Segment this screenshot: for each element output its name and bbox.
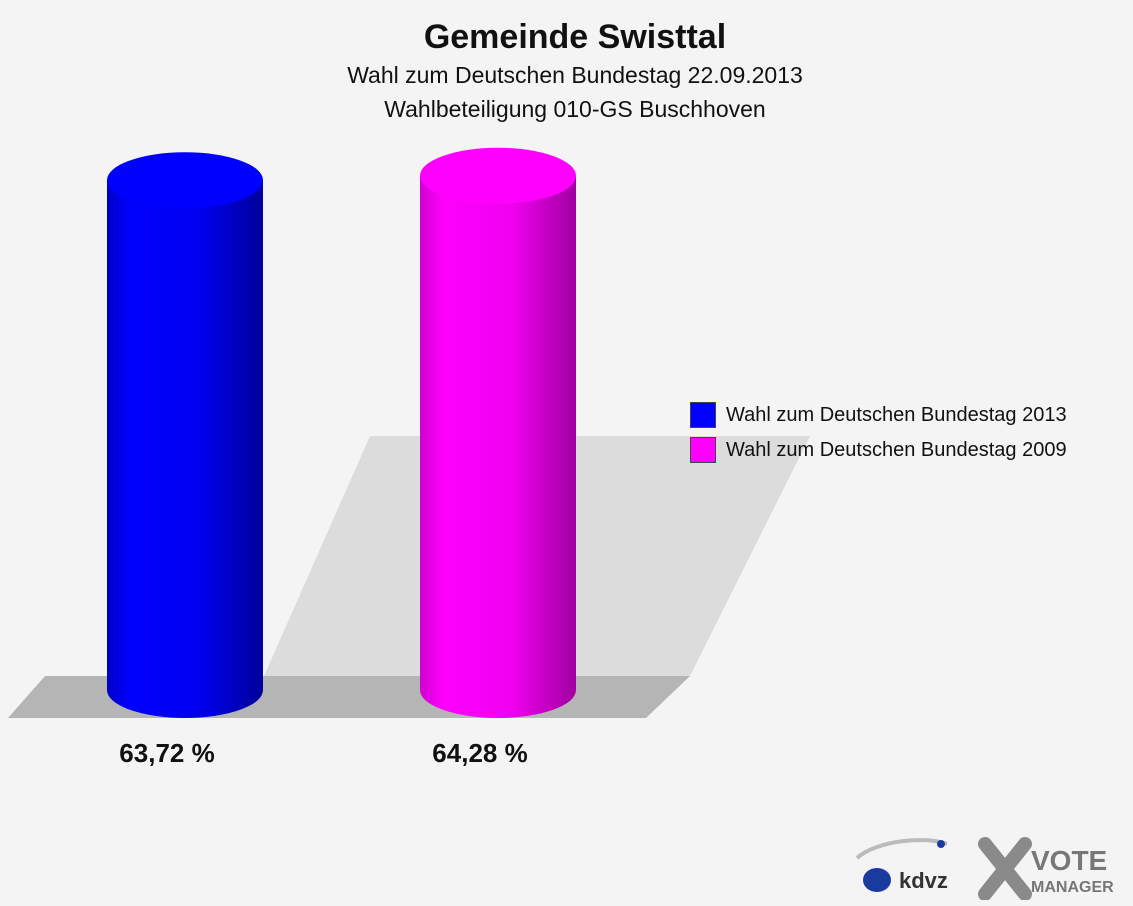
logo-manager-text: MANAGER	[1031, 879, 1114, 896]
bar-0	[107, 180, 263, 719]
chart-subtitle-election: Wahl zum Deutschen Bundestag 22.09.2013	[347, 62, 803, 88]
legend-item-2013: Wahl zum Deutschen Bundestag 2013	[690, 402, 1067, 428]
legend-label-2009: Wahl zum Deutschen Bundestag 2009	[726, 438, 1067, 461]
data-label-0: 63,72 %	[119, 738, 215, 768]
kdvz-vote-manager-logo: kdvz VOTE MANAGER	[855, 837, 1114, 900]
bar-top-0	[107, 152, 263, 209]
logo-kdvz-text: kdvz	[899, 868, 948, 893]
data-label-1: 64,28 %	[432, 738, 528, 768]
legend-swatch-2009	[690, 437, 716, 463]
legend-item-2009: Wahl zum Deutschen Bundestag 2009	[690, 437, 1067, 463]
legend-swatch-2013	[690, 402, 716, 428]
chart-subtitle-district: Wahlbeteiligung 010-GS Buschhoven	[384, 96, 766, 122]
bar-top-1	[420, 147, 576, 204]
logo-vote-text: VOTE	[1031, 845, 1107, 876]
legend-label-2013: Wahl zum Deutschen Bundestag 2013	[726, 403, 1067, 426]
bar-1	[420, 175, 576, 718]
chart-title: Gemeinde Swisttal	[423, 18, 727, 56]
